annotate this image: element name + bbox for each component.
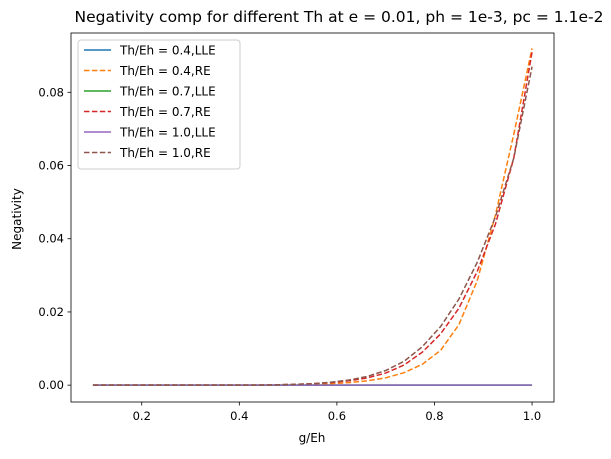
x-tick-label: 0.2	[133, 409, 151, 423]
y-tick-label: 0.02	[38, 305, 64, 319]
y-tick-label: 0.06	[38, 159, 64, 173]
legend-label-4: Th/Eh = 0.7,RE	[119, 105, 211, 119]
y-axis-label: Negativity	[10, 188, 24, 250]
y-tick-label: 0.00	[38, 378, 64, 392]
legend-box	[77, 39, 241, 170]
legend-label-3: Th/Eh = 0.7,LLE	[119, 85, 216, 99]
y-tick-label: 0.04	[38, 232, 64, 246]
legend: Th/Eh = 0.4,LLE Th/Eh = 0.4,RE Th/Eh = 0.7…	[77, 39, 241, 170]
x-tick-label: 0.6	[328, 409, 346, 423]
y-tick-label: 0.08	[38, 85, 64, 99]
x-axis-ticks: 0.2 0.4 0.6 0.8 1.0	[133, 402, 541, 423]
legend-label-1: Th/Eh = 0.4,LLE	[119, 44, 216, 58]
chart-title: Negativity comp for different Th at e = …	[75, 8, 604, 26]
series-lines	[92, 48, 533, 386]
legend-label-6: Th/Eh = 1.0,RE	[119, 146, 211, 160]
x-tick-label: 1.0	[523, 409, 541, 423]
series-line-6	[92, 66, 533, 386]
legend-label-2: Th/Eh = 0.4,RE	[119, 64, 211, 78]
x-axis-label: g/Eh	[299, 431, 326, 445]
y-axis-ticks: 0.00 0.02 0.04 0.06 0.08	[38, 85, 71, 392]
x-tick-label: 0.8	[425, 409, 443, 423]
legend-label-5: Th/Eh = 1.0,LLE	[119, 126, 216, 140]
x-tick-label: 0.4	[230, 409, 248, 423]
